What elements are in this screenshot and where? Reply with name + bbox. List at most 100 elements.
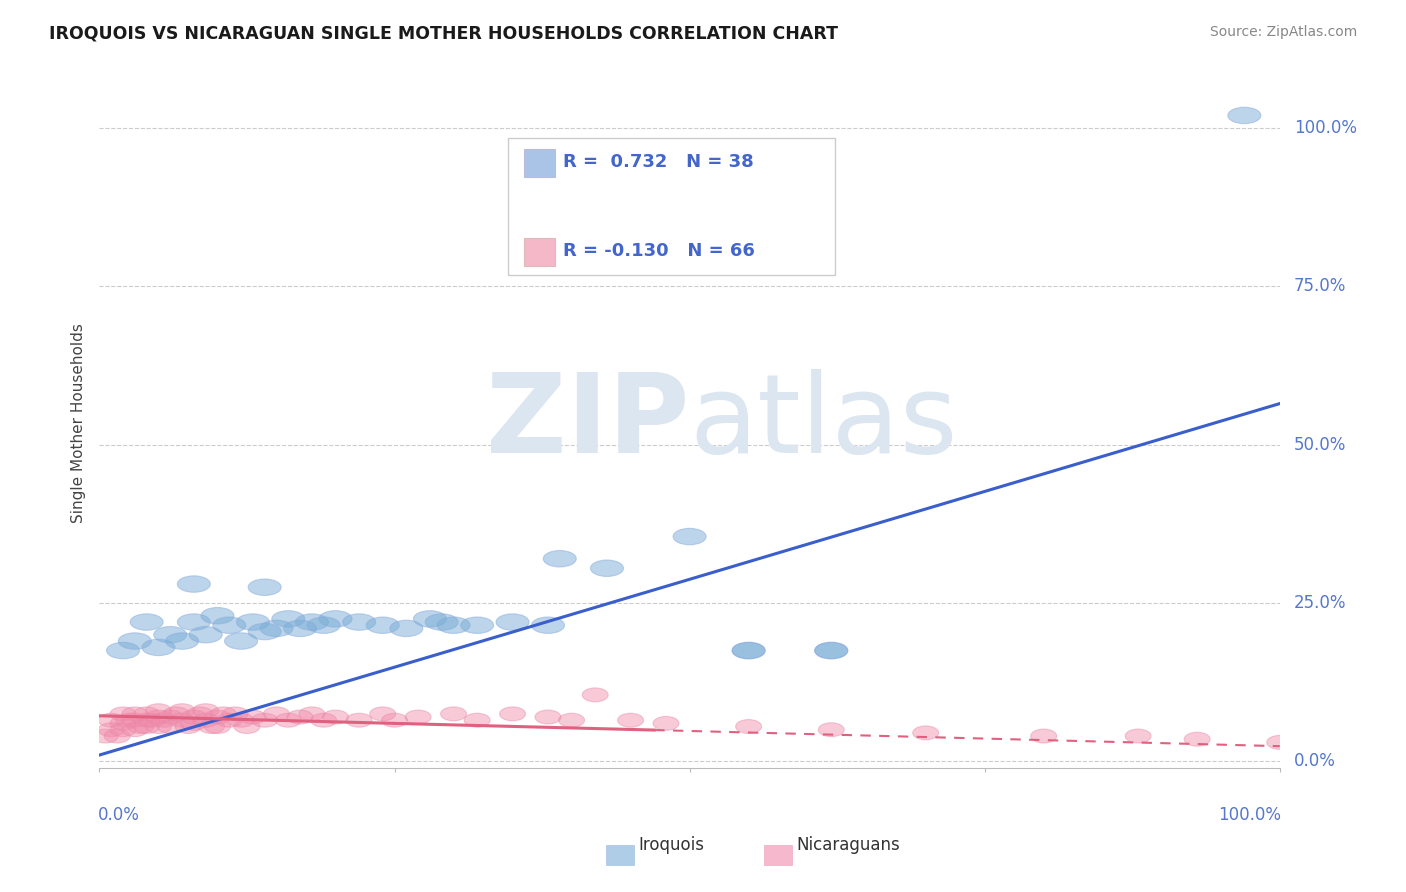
Ellipse shape: [174, 720, 201, 733]
Ellipse shape: [233, 720, 260, 733]
Text: Iroquois: Iroquois: [638, 837, 704, 855]
Ellipse shape: [142, 640, 174, 656]
Ellipse shape: [145, 710, 172, 724]
Ellipse shape: [134, 706, 160, 721]
Ellipse shape: [145, 720, 172, 733]
Ellipse shape: [177, 576, 211, 592]
Ellipse shape: [381, 714, 408, 727]
Ellipse shape: [263, 706, 290, 721]
Ellipse shape: [1125, 729, 1152, 743]
Ellipse shape: [322, 710, 349, 724]
Ellipse shape: [193, 704, 219, 718]
Ellipse shape: [1267, 735, 1292, 749]
Ellipse shape: [198, 720, 225, 733]
Text: IROQUOIS VS NICARAGUAN SINGLE MOTHER HOUSEHOLDS CORRELATION CHART: IROQUOIS VS NICARAGUAN SINGLE MOTHER HOU…: [49, 25, 838, 43]
Ellipse shape: [370, 706, 395, 721]
Ellipse shape: [260, 620, 292, 637]
Ellipse shape: [163, 706, 190, 721]
Ellipse shape: [122, 714, 148, 727]
Ellipse shape: [295, 614, 329, 631]
Ellipse shape: [425, 614, 458, 631]
Ellipse shape: [157, 710, 183, 724]
Ellipse shape: [733, 642, 765, 659]
Ellipse shape: [98, 714, 124, 727]
Ellipse shape: [134, 714, 160, 727]
Ellipse shape: [157, 720, 183, 733]
Ellipse shape: [531, 617, 564, 633]
Ellipse shape: [440, 706, 467, 721]
Ellipse shape: [98, 723, 124, 737]
Ellipse shape: [247, 624, 281, 640]
Ellipse shape: [307, 617, 340, 633]
Ellipse shape: [122, 723, 148, 737]
Ellipse shape: [818, 723, 844, 737]
Ellipse shape: [346, 714, 373, 727]
Ellipse shape: [496, 614, 529, 631]
Ellipse shape: [139, 714, 166, 727]
Ellipse shape: [145, 704, 172, 718]
Ellipse shape: [211, 706, 236, 721]
Ellipse shape: [582, 688, 609, 702]
Ellipse shape: [591, 560, 623, 576]
Ellipse shape: [735, 720, 762, 733]
Ellipse shape: [287, 710, 314, 724]
Ellipse shape: [122, 706, 148, 721]
Ellipse shape: [225, 632, 257, 649]
Ellipse shape: [193, 714, 219, 727]
Ellipse shape: [212, 617, 246, 633]
Ellipse shape: [104, 729, 131, 743]
Ellipse shape: [534, 710, 561, 724]
Ellipse shape: [110, 723, 136, 737]
Ellipse shape: [93, 729, 118, 743]
Text: ZIP: ZIP: [486, 369, 689, 476]
Text: 100.0%: 100.0%: [1294, 120, 1357, 137]
Text: 0.0%: 0.0%: [98, 805, 141, 823]
Ellipse shape: [311, 714, 336, 727]
Ellipse shape: [110, 706, 136, 721]
Ellipse shape: [912, 726, 939, 739]
Ellipse shape: [814, 642, 848, 659]
Ellipse shape: [222, 706, 247, 721]
Ellipse shape: [169, 704, 195, 718]
Ellipse shape: [187, 706, 212, 721]
Ellipse shape: [107, 642, 139, 659]
Ellipse shape: [389, 620, 423, 637]
Text: Nicaraguans: Nicaraguans: [797, 837, 901, 855]
Ellipse shape: [190, 626, 222, 643]
Ellipse shape: [284, 620, 316, 637]
Ellipse shape: [110, 716, 136, 731]
Text: 25.0%: 25.0%: [1294, 594, 1347, 612]
Ellipse shape: [366, 617, 399, 633]
Text: atlas: atlas: [689, 369, 957, 476]
Ellipse shape: [1184, 732, 1211, 747]
Ellipse shape: [181, 716, 207, 731]
Ellipse shape: [405, 710, 432, 724]
Ellipse shape: [181, 710, 207, 724]
Text: 75.0%: 75.0%: [1294, 277, 1347, 295]
Ellipse shape: [240, 710, 266, 724]
Ellipse shape: [118, 632, 152, 649]
Ellipse shape: [558, 714, 585, 727]
Ellipse shape: [236, 614, 270, 631]
Text: R = -0.130   N = 66: R = -0.130 N = 66: [562, 243, 755, 260]
Ellipse shape: [652, 716, 679, 731]
Ellipse shape: [228, 714, 254, 727]
Ellipse shape: [464, 714, 491, 727]
Ellipse shape: [499, 706, 526, 721]
Ellipse shape: [201, 607, 233, 624]
Ellipse shape: [617, 714, 644, 727]
Ellipse shape: [252, 714, 277, 727]
Ellipse shape: [319, 611, 352, 627]
Ellipse shape: [115, 714, 142, 727]
Ellipse shape: [1227, 107, 1261, 124]
Text: Source: ZipAtlas.com: Source: ZipAtlas.com: [1209, 25, 1357, 39]
Ellipse shape: [814, 642, 848, 659]
Text: 100.0%: 100.0%: [1218, 805, 1281, 823]
Ellipse shape: [299, 706, 325, 721]
Ellipse shape: [343, 614, 375, 631]
Text: R =  0.732   N = 38: R = 0.732 N = 38: [562, 153, 754, 171]
Ellipse shape: [247, 579, 281, 596]
Ellipse shape: [166, 632, 198, 649]
Ellipse shape: [128, 720, 153, 733]
Ellipse shape: [733, 642, 765, 659]
